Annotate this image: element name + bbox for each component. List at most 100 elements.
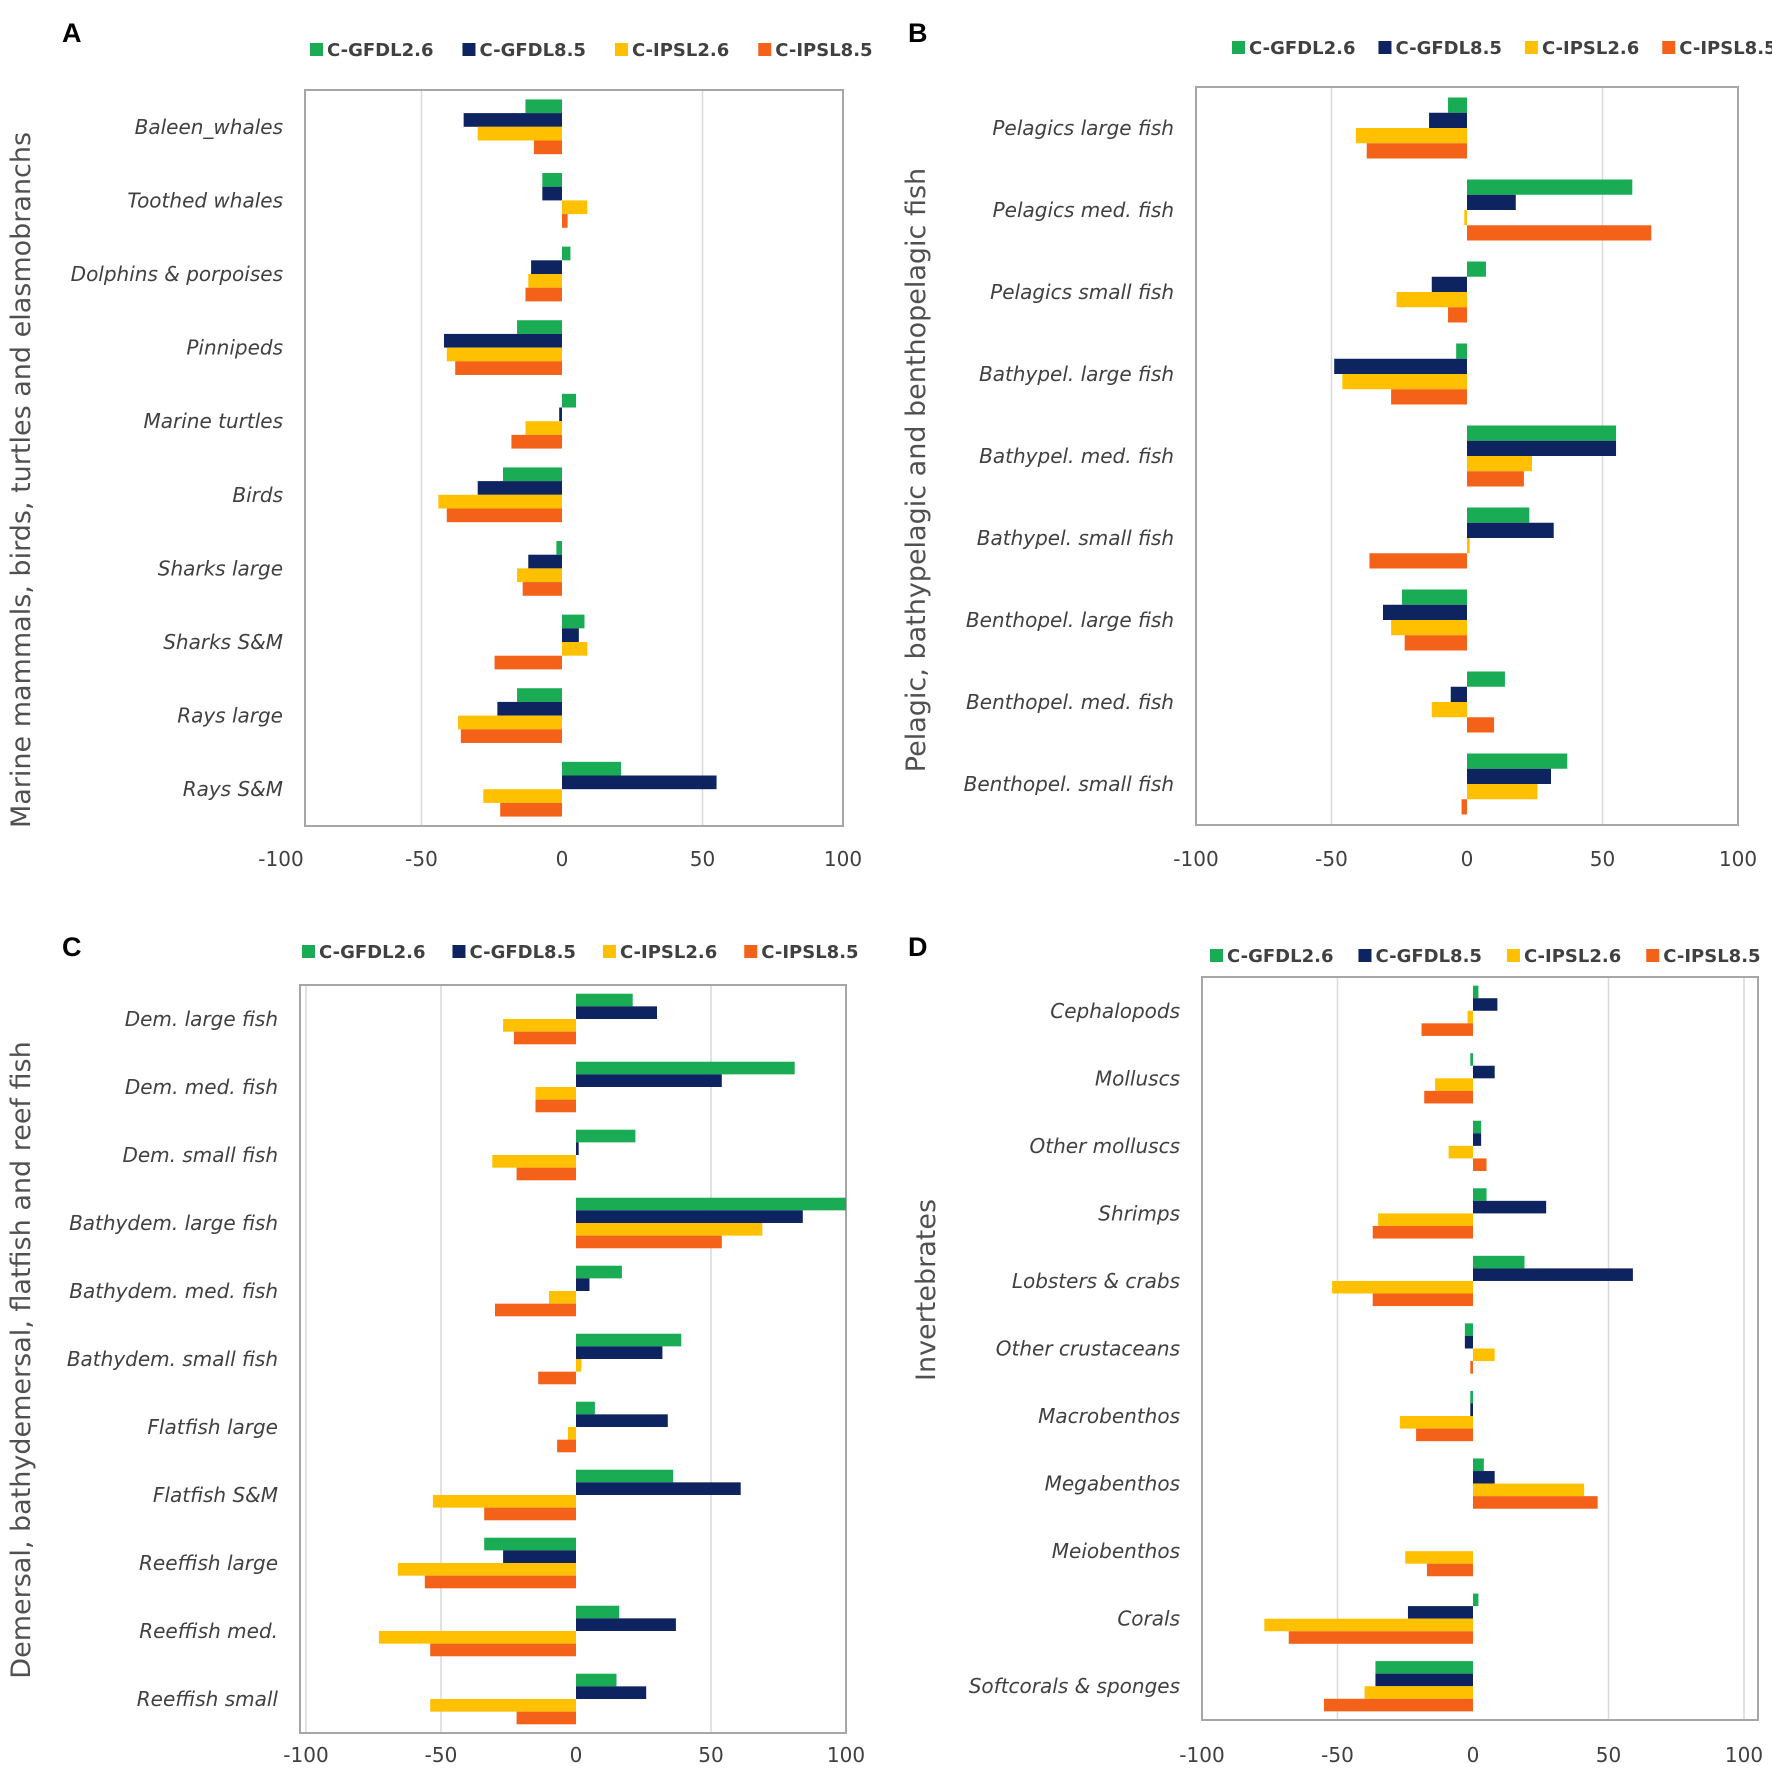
panel-c-x-tick-label: -100 xyxy=(283,1743,328,1767)
panel-a-category-label: Pinnipeds xyxy=(186,336,283,360)
panel-a-bar-c-ipsl2-6 xyxy=(477,126,562,141)
panel-c-bar-c-gfdl2-6 xyxy=(576,1061,795,1075)
panel-b-bar-c-gfdl2-6 xyxy=(1467,261,1486,277)
panel-a-bar-c-gfdl2-6 xyxy=(525,99,562,114)
panel-b-category-label: Pelagics med. fish xyxy=(993,198,1174,222)
panel-b-category-label: Pelagics small fish xyxy=(990,280,1174,304)
panel-c-bar-c-ipsl2-6 xyxy=(432,1495,576,1508)
panel-a-x-tick-label: 50 xyxy=(690,847,715,871)
panel-b-category-label: Bathypel. large fish xyxy=(979,362,1174,386)
panel-c-bar-c-ipsl8-5 xyxy=(557,1439,576,1453)
panel-b-bar-c-gfdl8-5 xyxy=(1450,686,1467,702)
panel-c-bar-c-gfdl8-5 xyxy=(576,1074,722,1087)
panel-b-category-label: Pelagics large fish xyxy=(992,116,1174,140)
panel-d-legend-swatch-c-ipsl8-5 xyxy=(1646,949,1660,962)
panel-c-bar-c-gfdl8-5 xyxy=(576,1686,647,1699)
panel-a-category-label: Marine turtles xyxy=(144,409,284,433)
panel-a-bar-c-ipsl2-6 xyxy=(528,274,562,288)
panel-b-bar-c-gfdl8-5 xyxy=(1382,604,1467,620)
panel-d-bar-c-gfdl8-5 xyxy=(1470,1403,1473,1417)
panel-a-bar-c-gfdl2-6 xyxy=(562,246,571,261)
panel-d-bar-c-ipsl2-6 xyxy=(1405,1551,1473,1564)
panel-b-letter: B xyxy=(908,18,928,48)
panel-a-bar-c-gfdl8-5 xyxy=(497,701,562,716)
panel-a-bar-c-ipsl8-5 xyxy=(460,729,562,743)
panel-c-bar-c-ipsl8-5 xyxy=(538,1371,576,1385)
panel-d-bar-c-gfdl2-6 xyxy=(1470,1053,1473,1066)
panel-d-bar-c-ipsl2-6 xyxy=(1364,1686,1473,1699)
panel-c-bar-c-gfdl8-5 xyxy=(576,1482,741,1495)
panel-b-bar-c-ipsl2-6 xyxy=(1464,210,1467,226)
panel-d-bar-c-ipsl2-6 xyxy=(1473,1348,1495,1362)
panel-b-category-label: Bathypel. small fish xyxy=(977,526,1174,550)
panel-d-bar-c-gfdl8-5 xyxy=(1473,998,1498,1011)
panel-d-category-label: Lobsters & crabs xyxy=(1012,1269,1180,1293)
panel-d-bar-c-gfdl8-5 xyxy=(1375,1673,1473,1687)
panel-b-bar-c-ipsl2-6 xyxy=(1355,128,1467,144)
panel-c-plot-frame xyxy=(299,984,847,1734)
panel-c-bar-c-ipsl8-5 xyxy=(484,1507,576,1521)
panel-a-bar-c-ipsl2-6 xyxy=(458,715,562,730)
panel-c-bar-c-ipsl2-6 xyxy=(378,1631,576,1644)
panel-a-bar-c-gfdl2-6 xyxy=(542,173,562,187)
panel-d-bar-c-gfdl2-6 xyxy=(1375,1661,1473,1674)
panel-c-bar-c-ipsl8-5 xyxy=(535,1099,576,1113)
panel-c-category-label: Reeffish med. xyxy=(139,1619,278,1643)
panel-a-legend-swatch-c-gfdl2-6 xyxy=(310,43,323,56)
panel-a-bar-c-gfdl2-6 xyxy=(562,614,585,629)
panel-d-bar-c-ipsl8-5 xyxy=(1416,1428,1473,1442)
panel-b-bar-c-gfdl8-5 xyxy=(1467,440,1617,456)
panel-c-category-label: Bathydem. med. fish xyxy=(69,1279,278,1303)
panel-a-legend-swatch-c-ipsl2-6 xyxy=(614,43,628,56)
panel-a-category-label: Rays large xyxy=(177,704,283,728)
panel-b-bar-c-ipsl2-6 xyxy=(1396,292,1467,308)
panel-b-category-label: Bathypel. med. fish xyxy=(979,444,1174,468)
panel-d-bar-c-ipsl2-6 xyxy=(1467,1010,1473,1024)
panel-b-bar-c-gfdl2-6 xyxy=(1467,671,1505,687)
panel-c-bar-c-ipsl8-5 xyxy=(424,1575,576,1589)
panel-a-category-label: Sharks S&M xyxy=(163,630,283,654)
panel-c-x-tick-label: 100 xyxy=(827,1743,865,1767)
panel-c-category-label: Reeffish small xyxy=(137,1687,279,1711)
panel-d-legend-label-c-gfdl2-6: C-GFDL2.6 xyxy=(1227,946,1333,967)
panel-c-bar-c-ipsl2-6 xyxy=(576,1223,763,1236)
panel-a-x-tick-label: -100 xyxy=(258,847,303,871)
panel-d-bar-c-ipsl2-6 xyxy=(1332,1280,1473,1294)
panel-d-category-label: Molluscs xyxy=(1095,1066,1180,1090)
panel-d-category-label: Other molluscs xyxy=(1030,1134,1181,1158)
panel-c-bar-c-gfdl2-6 xyxy=(576,1673,617,1687)
panel-b-bar-c-ipsl8-5 xyxy=(1404,635,1467,651)
panel-a-category-label: Dolphins & porpoises xyxy=(71,262,283,286)
panel-a-category-label: Sharks large xyxy=(158,556,283,580)
panel-c-bar-c-ipsl8-5 xyxy=(513,1031,576,1045)
panel-b-bar-c-ipsl2-6 xyxy=(1467,538,1470,554)
panel-b-bar-c-ipsl8-5 xyxy=(1391,389,1467,405)
panel-b-bar-c-ipsl8-5 xyxy=(1461,799,1467,815)
panel-a-bar-c-gfdl2-6 xyxy=(517,320,562,334)
panel-a-bar-c-gfdl8-5 xyxy=(562,628,579,642)
panel-b-bar-c-ipsl8-5 xyxy=(1366,143,1467,159)
panel-d-legend-label-c-ipsl8-5: C-IPSL8.5 xyxy=(1663,946,1760,967)
panel-c-bar-c-ipsl2-6 xyxy=(576,1359,582,1372)
panel-d-bar-c-ipsl8-5 xyxy=(1421,1023,1473,1036)
panel-b-legend-label-c-ipsl2-6: C-IPSL2.6 xyxy=(1542,38,1639,59)
panel-b-legend-swatch-c-gfdl8-5 xyxy=(1378,41,1392,54)
panel-c-legend-swatch-c-gfdl2-6 xyxy=(302,945,315,958)
panel-d-bar-c-gfdl2-6 xyxy=(1473,1458,1484,1472)
panel-a-legend-label-c-ipsl8-5: C-IPSL8.5 xyxy=(775,40,872,61)
panel-d-bar-c-gfdl2-6 xyxy=(1473,1120,1482,1134)
panel-d-bar-c-gfdl8-5 xyxy=(1473,1471,1495,1484)
panel-b-bar-c-ipsl8-5 xyxy=(1467,717,1495,733)
panel-d-y-axis-label: Invertebrates xyxy=(911,1199,942,1381)
panel-c-bar-c-ipsl8-5 xyxy=(516,1167,576,1181)
panel-b-bar-c-gfdl2-6 xyxy=(1467,179,1633,195)
panel-a-bar-c-ipsl2-6 xyxy=(562,642,588,656)
panel-b-x-tick-label: -100 xyxy=(1173,847,1218,871)
panel-b-bar-c-gfdl2-6 xyxy=(1401,589,1467,605)
panel-a-legend-label-c-ipsl2-6: C-IPSL2.6 xyxy=(632,40,729,61)
panel-a-bar-c-ipsl8-5 xyxy=(511,434,562,449)
panel-a-bar-c-gfdl2-6 xyxy=(562,761,622,776)
panel-d-bar-c-ipsl2-6 xyxy=(1399,1416,1473,1429)
panel-b-y-axis-label: Pelagic, bathypelagic and benthopelagic … xyxy=(901,168,932,772)
panel-b-bar-c-gfdl8-5 xyxy=(1467,194,1516,210)
